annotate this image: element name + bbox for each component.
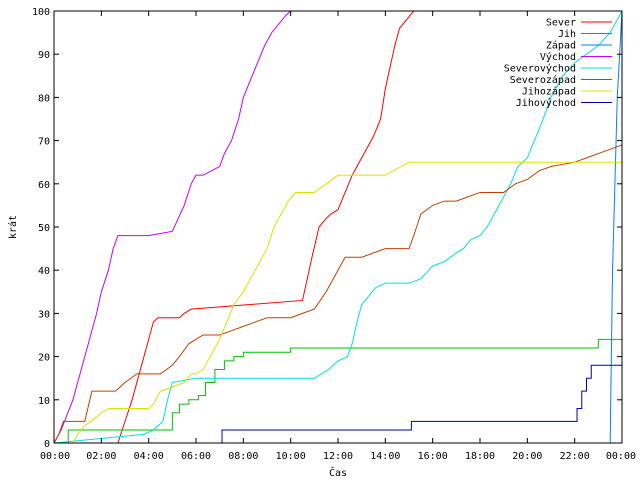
legend-label: Východ <box>540 51 576 63</box>
y-tick-label: 0 <box>44 439 50 450</box>
x-axis-label: Čas <box>329 466 347 479</box>
legend-label: Severozápad <box>510 74 576 86</box>
x-tick-label: 08:00 <box>228 451 258 462</box>
x-tick-label: 04:00 <box>134 451 164 462</box>
axis-layer: 0 10 20 30 40 50 60 70 80 90 100 00:00 02:00 04:00 06:… <box>32 7 636 462</box>
legend-label: Jihovýchod <box>516 97 576 109</box>
legend-label: Západ <box>546 40 576 52</box>
legend-label: Jihozápad <box>522 86 576 98</box>
x-tick-label: 06:00 <box>181 451 211 462</box>
series-line-Sever <box>54 11 415 443</box>
x-tick-label: 10:00 <box>276 451 306 462</box>
x-tick-label: 00:00 <box>606 451 636 462</box>
y-axis-label: krát <box>7 215 19 239</box>
legend-label: Severovýchod <box>504 63 576 75</box>
series-line-Jihovýchod <box>54 364 622 443</box>
legend-label: Sever <box>546 18 576 29</box>
series-line-Severozápad <box>54 144 622 443</box>
series-layer <box>54 11 622 443</box>
y-tick-label: 10 <box>38 396 50 407</box>
x-tick-label: 16:00 <box>418 451 448 462</box>
x-tick-label: 18:00 <box>465 451 495 462</box>
y-tick-label: 100 <box>32 7 50 18</box>
legend-label: Jih <box>558 29 576 40</box>
series-line-Východ <box>54 11 292 443</box>
y-tick-label: 50 <box>38 223 50 234</box>
series-line-Západ <box>54 11 622 443</box>
y-tick-label: 70 <box>38 137 50 148</box>
y-tick-label: 40 <box>38 266 50 277</box>
x-tick-label: 02:00 <box>86 451 116 462</box>
series-line-Jih <box>54 338 622 443</box>
y-tick-label: 60 <box>38 180 50 191</box>
x-tick-label: 12:00 <box>323 451 353 462</box>
y-tick-label: 90 <box>38 50 50 61</box>
x-tick-label: 20:00 <box>512 451 542 462</box>
y-tick-label: 80 <box>38 93 50 104</box>
x-tick-label: 22:00 <box>560 451 590 462</box>
y-tick-label: 30 <box>38 309 50 320</box>
x-tick-label: 14:00 <box>370 451 400 462</box>
legend: SeverJihZápadVýchodSeverovýchodSeverozáp… <box>504 18 612 109</box>
y-tick-label: 20 <box>38 353 50 364</box>
series-line-Severovýchod <box>54 11 622 443</box>
series-line-Jihozápad <box>54 161 622 443</box>
x-tick-label: 00:00 <box>40 451 70 462</box>
